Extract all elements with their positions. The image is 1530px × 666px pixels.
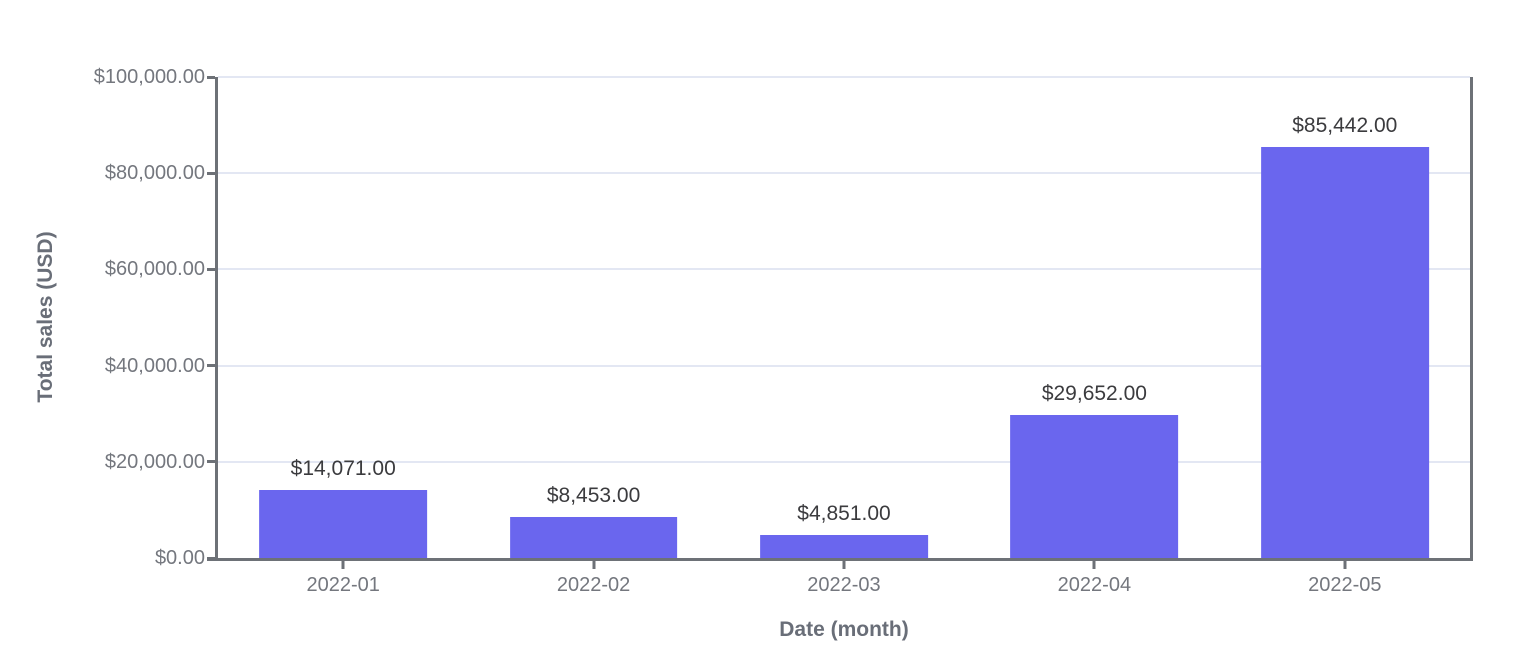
bar-value-label: $4,851.00 (797, 501, 891, 525)
category-slot: $14,071.00 2022-01 (218, 77, 468, 596)
gridline (218, 268, 1470, 271)
bar (760, 534, 928, 558)
y-axis-line (215, 77, 218, 561)
bar (259, 490, 428, 558)
category-slot: $4,851.00 2022-03 (719, 77, 969, 596)
x-axis-tick (1343, 561, 1347, 569)
y-axis-tick (207, 556, 215, 560)
gridline (218, 172, 1470, 175)
gridline (218, 76, 1470, 78)
bar (509, 517, 678, 558)
category-slot: $8,453.00 2022-02 (468, 77, 718, 596)
y-axis-tick (207, 364, 215, 368)
bar (1260, 147, 1429, 558)
bar-value-label: $29,652.00 (1041, 382, 1147, 406)
gridline (218, 460, 1470, 463)
y-tick-label: $100,000.00 (93, 66, 205, 88)
x-axis-tick (592, 561, 596, 569)
y-axis-tick (207, 171, 215, 175)
x-tick-label: 2022-03 (807, 574, 881, 596)
y-tick-label: $80,000.00 (104, 162, 205, 185)
right-frame-line (1470, 77, 1473, 561)
y-axis-tick (207, 267, 215, 271)
x-axis-tick (341, 561, 345, 569)
bar-value-label: $85,442.00 (1292, 114, 1398, 138)
y-tick-label: $0.00 (154, 547, 205, 569)
x-axis-title: Date (month) (779, 618, 909, 641)
x-tick-label: 2022-04 (1057, 574, 1132, 596)
plot-area: $14,071.00 2022-01 $8,453.00 2022-02 $4,851.… (207, 75, 1473, 596)
bar-value-label: $8,453.00 (546, 484, 641, 508)
x-tick-label: 2022-05 (1308, 574, 1382, 596)
bar (1010, 415, 1179, 558)
bar-value-label: $14,071.00 (290, 457, 396, 481)
y-axis-tick-labels: $0.00 $20,000.00 $40,000.00 $60,000.00 $80,0… (0, 66, 205, 569)
x-axis-tick (842, 561, 846, 569)
gridline (218, 364, 1470, 367)
x-axis-line (207, 558, 1473, 561)
x-tick-label: 2022-01 (306, 574, 380, 596)
y-axis-tick (207, 460, 215, 464)
y-tick-label: $40,000.00 (104, 354, 205, 377)
y-tick-label: $20,000.00 (104, 450, 205, 473)
category-slot: $85,442.00 2022-05 (1220, 77, 1470, 596)
y-axis-tick (207, 75, 215, 79)
x-tick-label: 2022-02 (556, 574, 631, 596)
y-tick-label: $60,000.00 (104, 258, 205, 281)
x-axis-tick (1092, 561, 1096, 569)
category-slot: $29,652.00 2022-04 (969, 77, 1219, 596)
